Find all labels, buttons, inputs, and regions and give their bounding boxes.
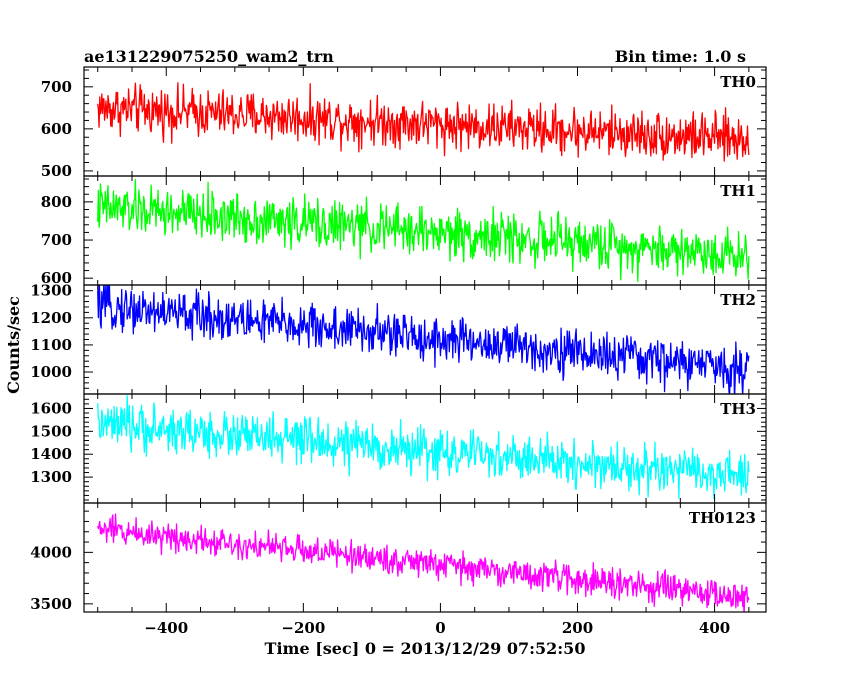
series-label-th0123: TH0123 — [689, 509, 756, 527]
series-line-th0123 — [97, 513, 750, 612]
y-tick-label: 800 — [41, 193, 72, 211]
y-tick-label: 1300 — [30, 282, 72, 300]
bin-time-label: Bin time: 1.0 s — [615, 47, 746, 66]
series-label-th2: TH2 — [720, 291, 756, 309]
y-tick-label: 700 — [41, 231, 72, 249]
panels-group: 500 600 700 TH0 600 700 800 TH1 1000 1100 1200 1300… — [30, 66, 767, 637]
y-tick-label: 1400 — [30, 445, 72, 463]
x-axis-label: Time [sec] 0 = 2013/12/29 07:52:50 — [265, 639, 586, 658]
y-tick-label: 1100 — [30, 336, 72, 354]
series-line-th2 — [97, 285, 750, 394]
y-tick-label: 1000 — [30, 363, 72, 381]
series-line-th0 — [97, 82, 750, 162]
y-tick-label: 1500 — [30, 422, 72, 440]
y-tick-label: 1600 — [30, 399, 72, 417]
x-tick-label: 400 — [699, 619, 730, 637]
series-label-th3: TH3 — [720, 400, 756, 418]
y-tick-label: 700 — [41, 78, 72, 96]
y-tick-label: 600 — [41, 269, 72, 287]
x-tick-label: 0 — [435, 619, 445, 637]
chart-title: ae131229075250_wam2_trn — [84, 47, 334, 66]
y-tick-label: 1300 — [30, 468, 72, 486]
series-line-th3 — [97, 395, 750, 500]
y-tick-label: 600 — [41, 120, 72, 138]
x-tick-label: 200 — [562, 619, 593, 637]
y-tick-label: 4000 — [30, 543, 72, 561]
series-label-th1: TH1 — [720, 182, 756, 200]
y-tick-label: 500 — [41, 162, 72, 180]
x-tick-label: −400 — [144, 619, 188, 637]
y-axis-label: Counts/sec — [4, 296, 23, 394]
series-line-th1 — [97, 178, 750, 283]
y-tick-label: 3500 — [30, 595, 72, 613]
series-label-th0: TH0 — [720, 73, 756, 91]
y-tick-label: 1200 — [30, 309, 72, 327]
x-tick-label: −200 — [281, 619, 325, 637]
panel-frame-th0123 — [83, 502, 767, 613]
